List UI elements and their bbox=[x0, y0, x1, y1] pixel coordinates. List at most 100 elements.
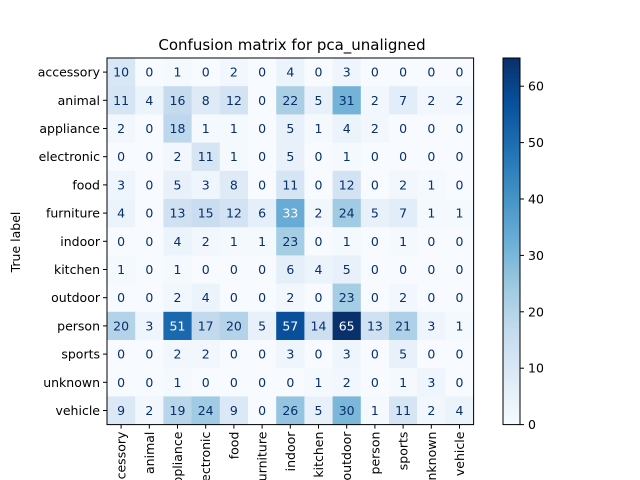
heatmap-cell bbox=[163, 255, 193, 285]
heatmap-cell bbox=[389, 227, 418, 256]
heatmap-cell bbox=[417, 255, 446, 285]
heatmap-cell bbox=[360, 255, 390, 285]
heatmap-cell bbox=[191, 396, 221, 426]
heatmap-cell bbox=[304, 170, 334, 200]
heatmap-cell bbox=[135, 396, 164, 426]
cell-value-label: 0 bbox=[145, 65, 153, 80]
cell-value-label: 3 bbox=[427, 318, 435, 333]
x-tick-label: indoor bbox=[283, 431, 298, 472]
heatmap-cell bbox=[332, 368, 362, 397]
cell-value-label: 30 bbox=[339, 403, 355, 418]
heatmap-cell bbox=[191, 170, 221, 200]
heatmap-cell bbox=[135, 227, 164, 256]
y-tick-label: animal bbox=[58, 93, 100, 108]
cell-value-label: 0 bbox=[427, 65, 435, 80]
cell-value-label: 0 bbox=[427, 347, 435, 362]
cell-value-label: 9 bbox=[117, 403, 125, 418]
cell-value-label: 0 bbox=[456, 375, 464, 390]
cell-value-label: 0 bbox=[427, 234, 435, 249]
cell-value-label: 8 bbox=[230, 177, 238, 192]
cell-value-label: 0 bbox=[258, 149, 266, 164]
cell-value-label: 5 bbox=[174, 177, 182, 192]
heatmap-cell bbox=[107, 340, 136, 369]
heatmap-cell bbox=[276, 199, 305, 228]
cell-value-label: 2 bbox=[174, 149, 182, 164]
x-tick-label: appliance bbox=[170, 431, 185, 480]
cell-value-label: 0 bbox=[202, 65, 210, 80]
cell-value-label: 12 bbox=[226, 93, 242, 108]
heatmap-cell bbox=[248, 227, 277, 256]
cell-value-label: 24 bbox=[198, 403, 214, 418]
cell-value-label: 0 bbox=[371, 149, 379, 164]
cell-value-label: 22 bbox=[282, 93, 298, 108]
cell-value-label: 2 bbox=[202, 234, 210, 249]
heatmap-cell bbox=[332, 255, 362, 285]
x-tick-label: furniture bbox=[255, 431, 270, 480]
cell-value-label: 0 bbox=[371, 347, 379, 362]
heatmap-cell bbox=[219, 114, 249, 144]
cell-value-label: 31 bbox=[339, 93, 355, 108]
heatmap-cell bbox=[135, 340, 164, 369]
heatmap-cell bbox=[248, 396, 277, 426]
heatmap-cell bbox=[360, 142, 390, 172]
cell-value-label: 0 bbox=[145, 206, 153, 221]
cell-value-label: 0 bbox=[399, 121, 407, 136]
cell-value-label: 0 bbox=[399, 65, 407, 80]
cell-value-label: 11 bbox=[395, 403, 411, 418]
heatmap-cell bbox=[304, 368, 334, 397]
heatmap-cell bbox=[219, 368, 249, 397]
heatmap-cell bbox=[135, 311, 164, 341]
heatmap-cell bbox=[445, 58, 475, 87]
heatmap-cell bbox=[276, 255, 305, 285]
cell-value-label: 0 bbox=[145, 290, 153, 305]
heatmap-cell bbox=[135, 86, 164, 115]
cell-value-label: 5 bbox=[343, 262, 351, 277]
heatmap-cell bbox=[276, 227, 305, 256]
cell-value-label: 2 bbox=[174, 347, 182, 362]
y-tick-label: outdoor bbox=[51, 290, 101, 305]
y-tick-label: person bbox=[57, 318, 100, 333]
heatmap-cell bbox=[389, 255, 418, 285]
cell-value-label: 1 bbox=[174, 65, 182, 80]
heatmap-cell bbox=[445, 227, 475, 256]
heatmap-cell bbox=[107, 368, 136, 397]
heatmap-cell bbox=[163, 114, 193, 144]
heatmap-cell bbox=[445, 283, 475, 313]
heatmap-cell bbox=[332, 170, 362, 200]
heatmap-cell bbox=[248, 86, 277, 115]
cell-value-label: 65 bbox=[339, 318, 355, 333]
cell-value-label: 1 bbox=[427, 206, 435, 221]
cell-value-label: 2 bbox=[343, 375, 351, 390]
heatmap-cell bbox=[389, 58, 418, 87]
cell-value-label: 24 bbox=[339, 206, 355, 221]
cell-value-label: 4 bbox=[456, 403, 464, 418]
y-tick-label: accessory bbox=[38, 65, 101, 80]
x-axis-ticks: accessory animal appliance electronic food fu… bbox=[114, 424, 467, 480]
heatmap-cell bbox=[445, 86, 475, 115]
heatmap-cell bbox=[360, 227, 390, 256]
heatmap-cell bbox=[360, 368, 390, 397]
cell-value-label: 0 bbox=[145, 177, 153, 192]
cell-value-label: 0 bbox=[258, 290, 266, 305]
cell-value-label: 23 bbox=[339, 290, 355, 305]
heatmap-cell bbox=[332, 396, 362, 426]
heatmap-cell bbox=[163, 142, 193, 172]
cell-value-label: 0 bbox=[371, 290, 379, 305]
cell-value-label: 57 bbox=[282, 318, 298, 333]
cell-value-label: 0 bbox=[315, 290, 323, 305]
heatmap-cell bbox=[135, 170, 164, 200]
heatmap-cell-values: 10 0 1 0 2 0 4 0 3 0 0 0 011 4 16 8 12 0 22 5 31 2 7 2 22 0 18 1 1 0 5… bbox=[113, 65, 463, 418]
cell-value-label: 0 bbox=[258, 375, 266, 390]
heatmap-cell bbox=[163, 283, 193, 313]
heatmap-cell bbox=[163, 86, 193, 115]
colorbar-tick-label: 10 bbox=[528, 361, 544, 376]
cell-value-label: 0 bbox=[117, 149, 125, 164]
cell-value-label: 2 bbox=[202, 347, 210, 362]
cell-value-label: 0 bbox=[230, 347, 238, 362]
cell-value-label: 10 bbox=[113, 65, 129, 80]
heatmap-cell bbox=[332, 199, 362, 228]
cell-value-label: 0 bbox=[258, 177, 266, 192]
cell-value-label: 14 bbox=[311, 318, 327, 333]
heatmap-cell bbox=[219, 283, 249, 313]
cell-value-label: 4 bbox=[286, 65, 294, 80]
